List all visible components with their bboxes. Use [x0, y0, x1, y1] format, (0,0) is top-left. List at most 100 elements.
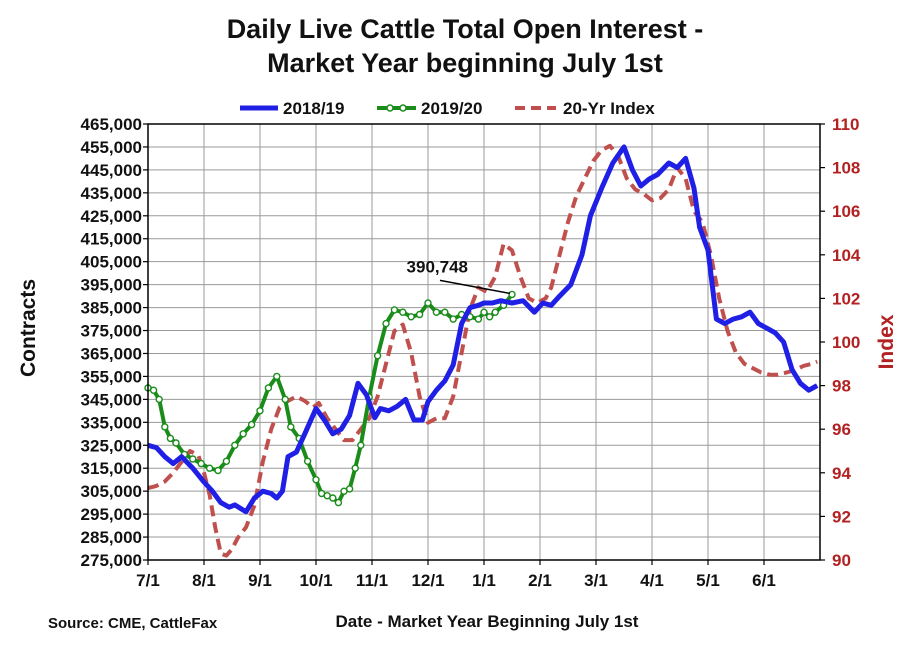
- data-point-2019-20: [166, 434, 175, 443]
- data-point-2019-20: [432, 308, 441, 316]
- data-point-2019-20: [205, 464, 214, 472]
- data-point-2019-20: [345, 485, 354, 493]
- x-tick-label: 6/1: [752, 571, 776, 590]
- y2-tick-label: 94: [832, 464, 851, 483]
- data-point-2019-20: [247, 420, 256, 429]
- series-line-2019-20: [147, 293, 514, 505]
- data-point-2019-20: [508, 290, 516, 299]
- legend-marker-2019-20: [399, 104, 407, 112]
- data-point-2019-20: [312, 476, 320, 484]
- y2-tick-label: 108: [832, 159, 860, 178]
- data-point-2019-20: [264, 384, 273, 392]
- y-tick-label: 365,000: [81, 344, 142, 363]
- data-point-2019-20: [407, 313, 415, 321]
- y-tick-label: 295,000: [81, 505, 142, 524]
- data-point-2019-20: [390, 306, 399, 314]
- y2-tick-label: 92: [832, 507, 851, 526]
- x-tick-label: 2/1: [528, 571, 552, 590]
- data-point-2019-20: [256, 407, 264, 415]
- series-2018-19: [147, 144, 819, 515]
- legend-label-2018-19: 2018/19: [283, 99, 344, 118]
- y-tick-label: 425,000: [81, 207, 142, 226]
- y-tick-label: 335,000: [81, 413, 142, 432]
- y-tick-label: 465,000: [81, 115, 142, 134]
- y-tick-label: 445,000: [81, 161, 142, 180]
- gridlines: [148, 124, 820, 560]
- chart-title-line1: Daily Live Cattle Total Open Interest -: [227, 14, 704, 44]
- data-point-2019-20: [329, 494, 337, 502]
- x-tick-label: 5/1: [696, 571, 720, 590]
- y-tick-label: 305,000: [81, 482, 142, 501]
- y2-tick-label: 98: [832, 377, 851, 396]
- y2-tick-label: 102: [832, 289, 860, 308]
- x-axis-title: Date - Market Year Beginning July 1st: [336, 612, 639, 631]
- series-line-2018-19: [147, 144, 819, 515]
- data-point-2019-20: [474, 315, 483, 323]
- chart-title-line2: Market Year beginning July 1st: [267, 48, 663, 78]
- y2-tick-label: 100: [832, 333, 860, 352]
- source-note: Source: CME, CattleFax: [48, 615, 218, 632]
- x-tick-label: 1/1: [472, 571, 496, 590]
- x-tick-label: 4/1: [640, 571, 664, 590]
- y-tick-label: 385,000: [81, 299, 142, 318]
- data-point-2019-20: [239, 430, 247, 438]
- y-axis-left-ticks: 275,000 285,000 295,000 305,000 315,000 325,0…: [81, 115, 148, 570]
- data-point-2019-20: [485, 313, 494, 321]
- y2-tick-label: 96: [832, 420, 851, 439]
- annotation-label: 390,748: [407, 257, 468, 276]
- y-tick-label: 415,000: [81, 230, 142, 249]
- data-point-2019-20: [189, 455, 197, 463]
- data-point-2019-20: [480, 308, 488, 316]
- legend-marker-2019-20: [386, 104, 394, 112]
- data-point-2019-20: [424, 299, 432, 307]
- data-point-2019-20: [155, 395, 163, 404]
- y2-tick-label: 106: [832, 202, 860, 221]
- x-axis-ticks: 7/1 8/1 9/1 10/1 11/1 12/1 1/1 2/1 3/1 4/1 5/1 6/1: [136, 560, 776, 590]
- legend: 2018/19 2019/20 20-Yr Index: [240, 99, 655, 118]
- data-point-2019-20: [399, 308, 407, 316]
- data-point-2019-20: [231, 441, 239, 449]
- data-point-2019-20: [351, 464, 359, 472]
- y2-tick-label: 90: [832, 551, 851, 570]
- data-point-2019-20: [273, 372, 281, 381]
- data-point-2019-20: [491, 308, 499, 316]
- x-tick-label: 3/1: [584, 571, 608, 590]
- data-point-2019-20: [281, 395, 289, 404]
- data-point-2019-20: [373, 352, 382, 360]
- data-point-2019-20: [415, 310, 424, 319]
- series-2019-20: [144, 290, 516, 507]
- data-point-2019-20: [222, 457, 231, 465]
- y-tick-label: 315,000: [81, 459, 142, 478]
- legend-label-index: 20-Yr Index: [563, 99, 655, 118]
- legend-label-2019-20: 2019/20: [421, 99, 482, 118]
- y-tick-label: 285,000: [81, 528, 142, 547]
- y-tick-label: 455,000: [81, 138, 142, 157]
- y-tick-label: 355,000: [81, 367, 142, 386]
- data-point-2019-20: [449, 315, 457, 323]
- y-tick-label: 395,000: [81, 276, 142, 295]
- x-tick-label: 11/1: [356, 571, 388, 590]
- y-tick-label: 275,000: [81, 551, 142, 570]
- y-axis-right-title: Index: [875, 314, 898, 369]
- y-tick-label: 345,000: [81, 390, 142, 409]
- series-line-20yr-index: [147, 143, 818, 558]
- y-tick-label: 375,000: [81, 322, 142, 341]
- data-point-2019-20: [197, 459, 205, 468]
- data-point-2019-20: [382, 319, 390, 328]
- y2-tick-label: 104: [832, 246, 861, 265]
- series-20yr-index: [147, 143, 818, 558]
- data-point-2019-20: [357, 441, 365, 449]
- x-tick-label: 12/1: [411, 571, 444, 590]
- data-point-2019-20: [334, 498, 343, 507]
- annotation-leader: [439, 279, 511, 295]
- x-tick-label: 7/1: [136, 571, 160, 590]
- y-axis-left-title: Contracts: [17, 279, 40, 377]
- x-tick-label: 8/1: [192, 571, 216, 590]
- y2-tick-label: 110: [832, 115, 859, 134]
- data-point-2019-20: [441, 308, 449, 316]
- data-point-2019-20: [303, 457, 312, 465]
- data-point-2019-20: [214, 466, 222, 475]
- x-tick-label: 10/1: [299, 571, 332, 590]
- data-point-2019-20: [149, 386, 158, 394]
